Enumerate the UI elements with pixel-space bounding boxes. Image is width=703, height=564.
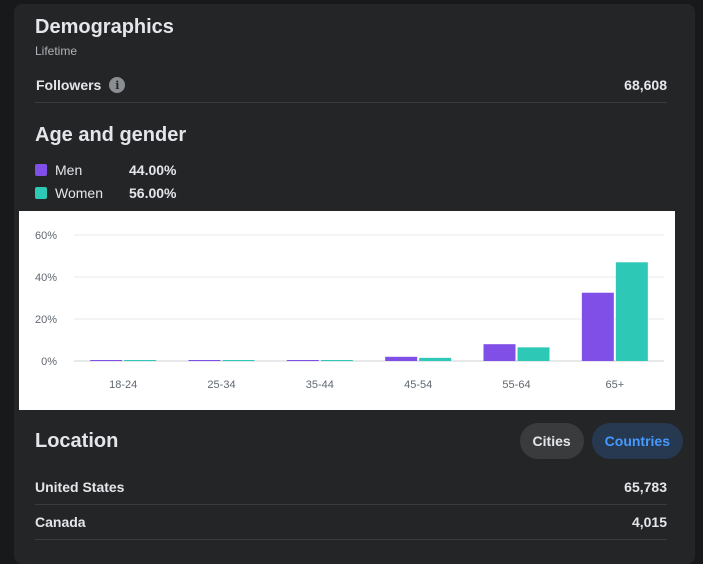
bar-women-55-64[interactable] [517, 347, 550, 361]
legend-item-men: Men 44.00% [35, 162, 176, 178]
x-tick-label: 55-64 [502, 379, 530, 391]
bar-women-65+[interactable] [615, 262, 648, 361]
info-icon[interactable]: i [109, 77, 126, 93]
legend-men-label: Men [55, 162, 83, 178]
x-tick-label: 18-24 [109, 379, 137, 391]
bar-men-35-44[interactable] [286, 360, 319, 361]
tab-cities[interactable]: Cities [519, 423, 584, 459]
bar-women-35-44[interactable] [320, 360, 353, 361]
legend-men-percent: 44.00% [129, 162, 177, 178]
x-tick-label: 45-54 [404, 379, 432, 391]
women-swatch [35, 187, 47, 199]
x-tick-label: 35-44 [306, 379, 334, 391]
x-tick-label: 25-34 [207, 379, 235, 391]
y-tick-label: 0% [41, 356, 57, 368]
bar-women-25-34[interactable] [222, 360, 255, 361]
y-tick-label: 60% [35, 230, 57, 242]
location-row-value: 4,015 [631, 514, 667, 530]
location-row-name: United States [35, 479, 125, 495]
bar-women-18-24[interactable] [124, 360, 157, 361]
bar-men-45-54[interactable] [385, 356, 418, 361]
y-tick-label: 40% [35, 272, 57, 284]
location-tabs: Cities Countries [519, 423, 683, 459]
location-row: Canada 4,015 [35, 505, 667, 540]
tab-countries[interactable]: Countries [591, 423, 683, 459]
y-tick-label: 20% [35, 314, 57, 326]
page-subtitle: Lifetime [35, 44, 78, 58]
followers-value: 68,608 [624, 77, 667, 93]
location-title: Location [35, 430, 119, 452]
bar-chart-svg: 0% 20% 40% 60% 18-24 25-34 35-44 45-54 55-64 65+ [35, 230, 664, 391]
age-gender-chart: 0% 20% 40% 60% 18-24 25-34 35-44 45-54 55-64 65+ [19, 211, 675, 410]
bar-men-25-34[interactable] [188, 360, 221, 361]
bar-men-18-24[interactable] [90, 360, 123, 361]
bar-women-45-54[interactable] [419, 357, 452, 361]
legend-women-percent: 56.00% [129, 185, 177, 201]
age-gender-title: Age and gender [35, 124, 187, 146]
location-row-value: 65,783 [624, 479, 667, 495]
legend-item-women: Women 56.00% [35, 185, 176, 201]
location-row-name: Canada [35, 514, 86, 530]
men-swatch [35, 164, 47, 176]
followers-label: Followers [36, 77, 102, 93]
bar-men-65+[interactable] [581, 292, 614, 361]
followers-row: Followers i 68,608 [35, 68, 667, 103]
bar-men-55-64[interactable] [483, 344, 516, 361]
location-row: United States 65,783 [35, 470, 667, 505]
x-tick-label: 65+ [605, 379, 624, 391]
page-title: Demographics [35, 16, 174, 38]
legend-women-label: Women [55, 185, 103, 201]
